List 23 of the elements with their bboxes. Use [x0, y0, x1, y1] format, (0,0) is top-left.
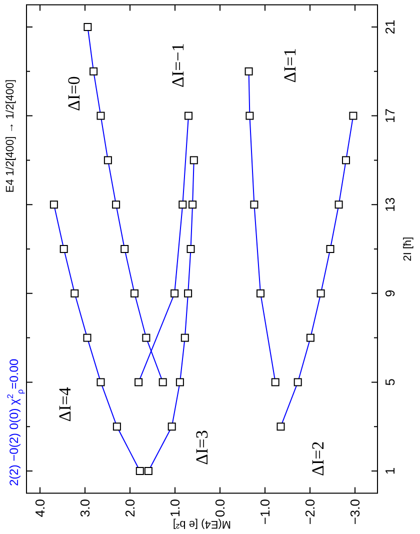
y-tick-label: 9	[382, 290, 398, 298]
x-tick-label: −2.0	[302, 499, 318, 525]
y-axis-title: 2I [ħ]	[402, 236, 414, 262]
y-tick-label: 5	[382, 378, 398, 386]
text: ΔI=4	[55, 386, 74, 422]
x-tick-label: −3.0	[348, 499, 362, 525]
x-tick-label: 4.0	[32, 499, 48, 518]
x-tick-label: 0.0	[212, 499, 228, 518]
y-tick-label: 17	[382, 108, 398, 124]
text: ΔI=0	[64, 76, 84, 111]
text: ΔI=−1	[168, 43, 188, 88]
y-tick-label: 1	[382, 467, 398, 475]
x-axis-title: M(E4) [e b²]	[172, 518, 232, 530]
text: ΔI=2	[308, 441, 328, 476]
text: ΔI=1	[280, 48, 300, 83]
text: E4 1/2[400] → 1/2[400]	[4, 79, 16, 193]
x-tick-label: 1.0	[168, 499, 182, 518]
x-tick-label: 3.0	[78, 499, 92, 518]
x-tick-label: 2.0	[122, 499, 138, 518]
text: ΔI=3	[192, 430, 212, 465]
y-tick-label: 13	[382, 197, 398, 212]
y-tick-label: 21	[382, 20, 398, 34]
x-tick-label: −1.0	[258, 499, 272, 525]
